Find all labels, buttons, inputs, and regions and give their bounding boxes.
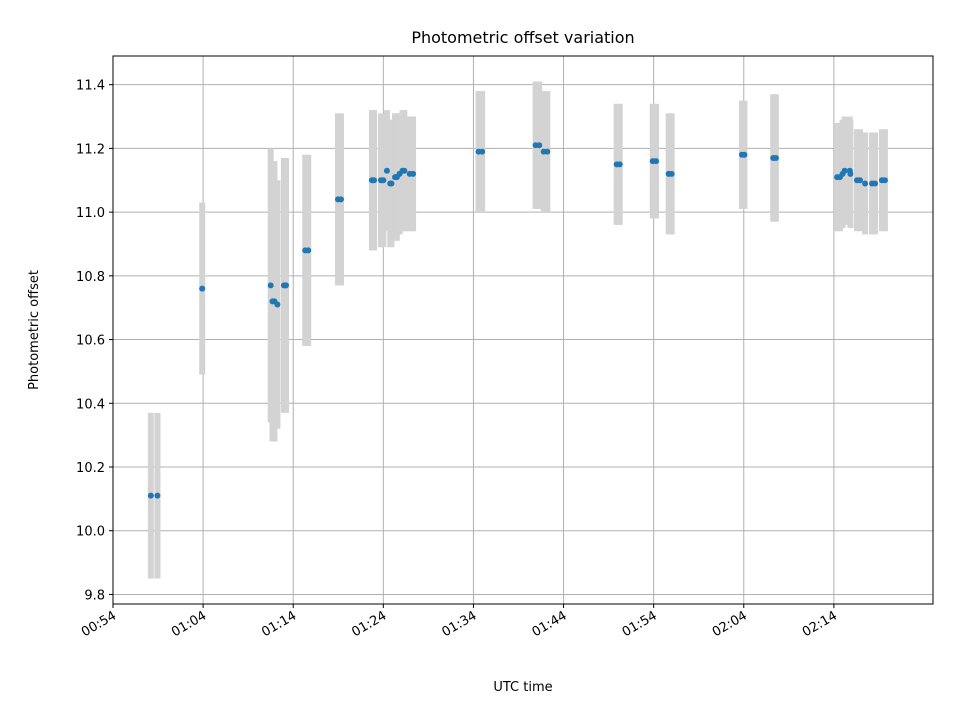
grid-lines: [112, 56, 933, 604]
chart-title: Photometric offset variation: [411, 28, 634, 47]
data-point: [847, 170, 854, 177]
x-axis-ticks: 00:54 01:04 01:14 01:24 01:34 01:44 01:54 02:04…: [79, 604, 840, 640]
data-point: [337, 196, 344, 203]
data-point: [305, 247, 312, 254]
y-tick-label: 11.2: [76, 142, 105, 157]
y-tick-label: 9.8: [84, 588, 105, 603]
data-point: [881, 177, 888, 184]
data-point: [380, 177, 387, 184]
data-point: [154, 492, 161, 499]
y-tick-label: 11.4: [76, 79, 105, 94]
data-point: [772, 154, 779, 161]
y-tick-label: 10.4: [76, 397, 105, 412]
plot-frame: [112, 55, 934, 605]
data-point: [371, 177, 378, 184]
data-point: [616, 161, 623, 168]
data-point: [741, 151, 748, 158]
x-tick-label: 02:14: [800, 608, 840, 640]
y-tick-label: 10.2: [76, 461, 105, 476]
x-tick-label: 00:54: [79, 608, 119, 640]
data-point: [544, 148, 551, 155]
x-tick-label: 01:04: [169, 608, 209, 640]
data-point: [479, 148, 486, 155]
data-point: [862, 180, 869, 187]
x-tick-label: 01:44: [530, 608, 570, 640]
y-axis-ticks: 9.8 10.0 10.2 10.4 10.6 10.8 11.0 11.2 11.4: [76, 79, 113, 603]
data-point: [872, 180, 879, 187]
data-point: [388, 180, 395, 187]
data-point: [274, 301, 281, 308]
data-point: [267, 282, 274, 289]
y-axis-label: Photometric offset: [27, 270, 42, 390]
data-point: [410, 170, 417, 177]
x-tick-label: 01:54: [620, 608, 660, 640]
data-points: [147, 142, 888, 499]
x-tick-label: 01:34: [439, 608, 479, 640]
data-point: [841, 167, 848, 174]
x-tick-label: 01:14: [259, 608, 299, 640]
y-tick-label: 10.0: [76, 525, 105, 540]
data-point: [401, 167, 408, 174]
data-point: [536, 142, 543, 149]
x-axis-label: UTC time: [493, 680, 552, 695]
data-point: [668, 170, 675, 177]
data-point: [653, 158, 660, 165]
x-tick-label: 01:24: [349, 608, 389, 640]
data-point: [383, 167, 390, 174]
y-tick-label: 10.8: [76, 270, 105, 285]
y-tick-label: 10.6: [76, 334, 105, 349]
y-tick-label: 11.0: [76, 206, 105, 221]
x-tick-label: 02:04: [710, 608, 750, 640]
data-point: [283, 282, 290, 289]
data-point: [199, 285, 206, 292]
data-point: [857, 177, 864, 184]
data-point: [147, 492, 154, 499]
